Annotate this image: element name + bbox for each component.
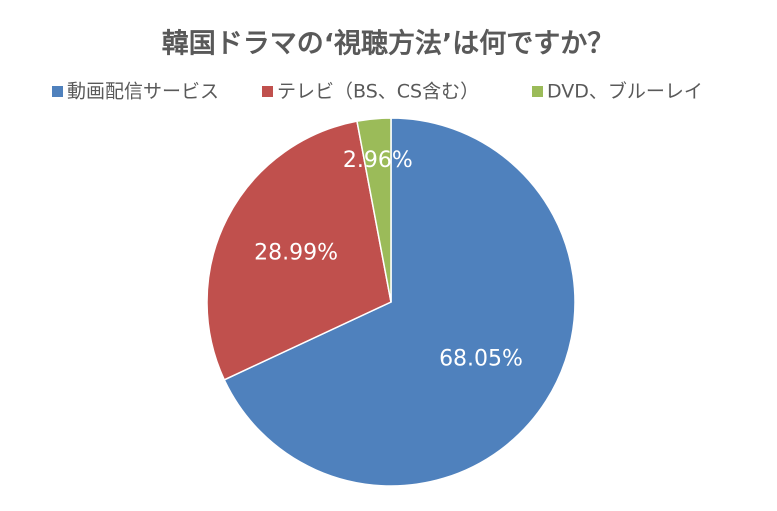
value-label: 28.99% [254,240,338,265]
value-label: 2.96% [343,148,413,173]
legend-label: 動画配信サービス [67,81,219,103]
pie-slice [356,117,392,303]
legend-swatch [262,86,273,97]
pie-slice [223,117,576,487]
pie-slice [206,120,392,381]
chart-title: 韓国ドラマの‘視聴方法’は何ですか？ [162,28,615,60]
legend-label: テレビ（BS、CS含む） [277,81,479,103]
legend-swatch [532,86,543,97]
legend-swatch [52,86,63,97]
value-label: 68.05% [439,346,523,371]
legend-label: DVD、ブルーレイ [547,80,703,103]
